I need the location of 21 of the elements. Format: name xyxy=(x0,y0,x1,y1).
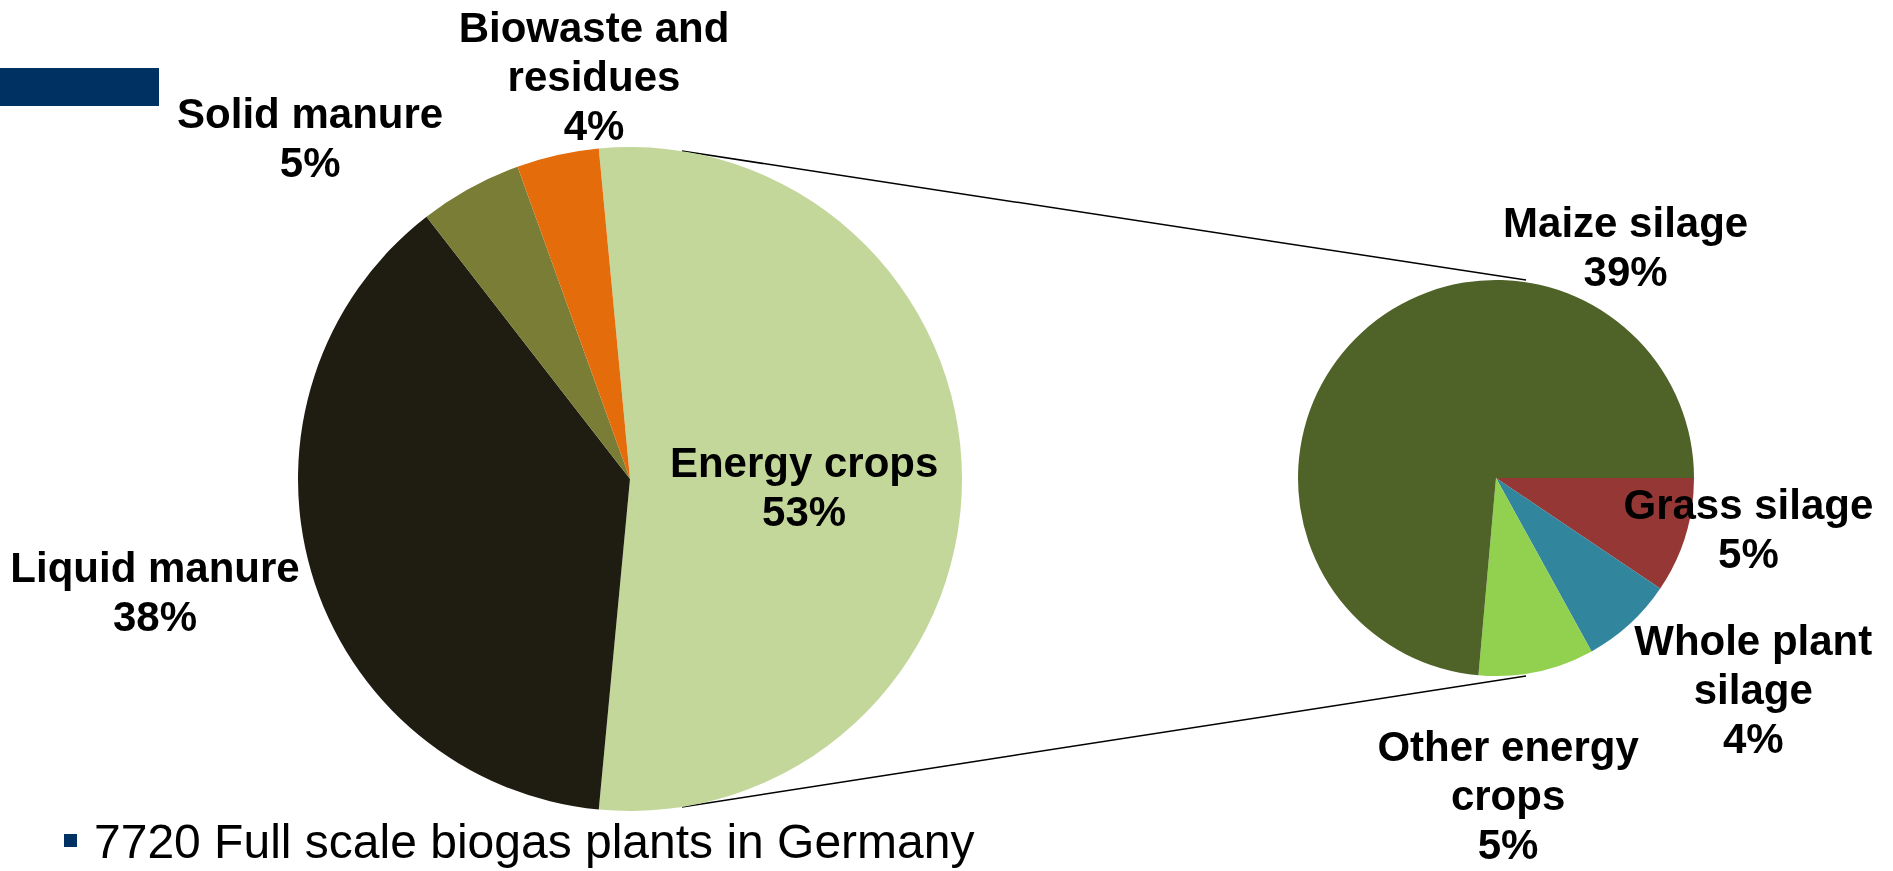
data-label: 5% xyxy=(279,138,341,186)
slice-label: Other energy crops xyxy=(1377,722,1640,819)
data-label: 4% xyxy=(563,101,625,149)
text: 7720 Full scale biogas plants in Germany xyxy=(94,815,975,868)
data-label: 53% xyxy=(762,488,847,536)
data-label: 39% xyxy=(1583,248,1668,295)
slice-label: Biowaste and residues xyxy=(458,3,730,100)
slice-label: Solid manure xyxy=(177,89,444,137)
pie-slice xyxy=(426,166,630,479)
pie-slice xyxy=(517,148,630,479)
data-label: 5% xyxy=(1718,529,1779,577)
data-label: 38% xyxy=(113,592,198,640)
slice-label: Maize silage xyxy=(1503,199,1749,246)
slice-label: Liquid manure xyxy=(10,543,300,591)
data-label: 4% xyxy=(1722,714,1784,762)
slice-label: Whole plant silage xyxy=(1634,616,1873,713)
pie-slice xyxy=(598,147,962,811)
data-label: 5% xyxy=(1477,820,1539,868)
slice-label: Energy crops xyxy=(669,439,939,487)
pie-slice xyxy=(298,216,630,810)
pie-slice xyxy=(1478,478,1592,676)
